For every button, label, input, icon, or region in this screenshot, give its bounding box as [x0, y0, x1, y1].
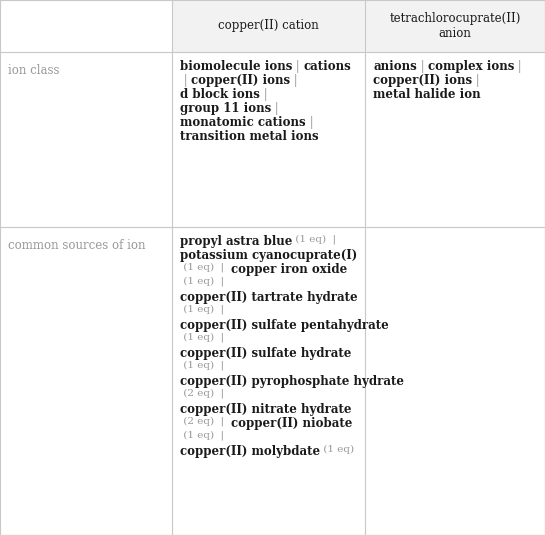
- Text: |: |: [290, 74, 302, 87]
- Text: |: |: [417, 60, 428, 73]
- Text: group 11 ions: group 11 ions: [180, 102, 271, 115]
- Text: |: |: [214, 333, 231, 342]
- Text: (2 eq): (2 eq): [180, 389, 214, 398]
- Text: ion class: ion class: [8, 64, 59, 77]
- Text: copper(II) molybdate: copper(II) molybdate: [180, 445, 320, 458]
- Text: copper(II) ions: copper(II) ions: [191, 74, 290, 87]
- Text: (1 eq): (1 eq): [292, 235, 326, 244]
- Text: (1 eq): (1 eq): [180, 333, 214, 342]
- Text: copper(II) niobate: copper(II) niobate: [231, 417, 352, 430]
- Text: propyl astra blue: propyl astra blue: [180, 235, 292, 248]
- Text: |: |: [326, 235, 343, 244]
- Text: |: |: [472, 74, 483, 87]
- Text: |: |: [514, 60, 526, 73]
- Text: |: |: [214, 277, 231, 287]
- Text: copper(II) tartrate hydrate: copper(II) tartrate hydrate: [180, 291, 358, 304]
- Text: copper(II) pyrophosphate hydrate: copper(II) pyrophosphate hydrate: [180, 375, 404, 388]
- Bar: [365, 0, 545, 52]
- Text: anions: anions: [373, 60, 417, 73]
- Text: (1 eq): (1 eq): [320, 445, 354, 454]
- Text: (1 eq): (1 eq): [180, 277, 214, 286]
- Text: metal halide ion: metal halide ion: [373, 88, 481, 101]
- Text: copper(II) cation: copper(II) cation: [218, 19, 319, 33]
- Text: d block ions: d block ions: [180, 88, 260, 101]
- Text: |: |: [214, 431, 231, 440]
- Text: |: |: [260, 88, 271, 101]
- Text: complex ions: complex ions: [428, 60, 514, 73]
- Text: copper(II) sulfate hydrate: copper(II) sulfate hydrate: [180, 347, 352, 360]
- Text: copper iron oxide: copper iron oxide: [231, 263, 347, 276]
- Text: copper(II) nitrate hydrate: copper(II) nitrate hydrate: [180, 403, 352, 416]
- Text: copper(II) sulfate pentahydrate: copper(II) sulfate pentahydrate: [180, 319, 389, 332]
- Text: (2 eq): (2 eq): [180, 417, 214, 426]
- Text: (1 eq): (1 eq): [180, 305, 214, 314]
- Text: |: |: [306, 116, 317, 129]
- Text: |: |: [214, 361, 231, 371]
- Text: potassium cyanocuprate(I): potassium cyanocuprate(I): [180, 249, 358, 262]
- Text: tetrachlorocuprate(II)
anion: tetrachlorocuprate(II) anion: [389, 12, 520, 40]
- Text: (1 eq): (1 eq): [180, 431, 214, 440]
- Text: common sources of ion: common sources of ion: [8, 239, 146, 252]
- Text: |: |: [271, 102, 283, 115]
- Text: |: |: [292, 60, 304, 73]
- Text: |: |: [180, 74, 191, 87]
- Text: cations: cations: [304, 60, 352, 73]
- Text: (1 eq): (1 eq): [180, 263, 214, 272]
- Text: |: |: [214, 389, 231, 399]
- Text: monatomic cations: monatomic cations: [180, 116, 306, 129]
- Text: |: |: [214, 417, 231, 426]
- Text: transition metal ions: transition metal ions: [180, 130, 319, 143]
- Text: (1 eq): (1 eq): [180, 361, 214, 370]
- Text: |: |: [214, 305, 231, 315]
- Text: copper(II) ions: copper(II) ions: [373, 74, 472, 87]
- Bar: [172, 0, 365, 52]
- Text: biomolecule ions: biomolecule ions: [180, 60, 292, 73]
- Text: |: |: [214, 263, 231, 272]
